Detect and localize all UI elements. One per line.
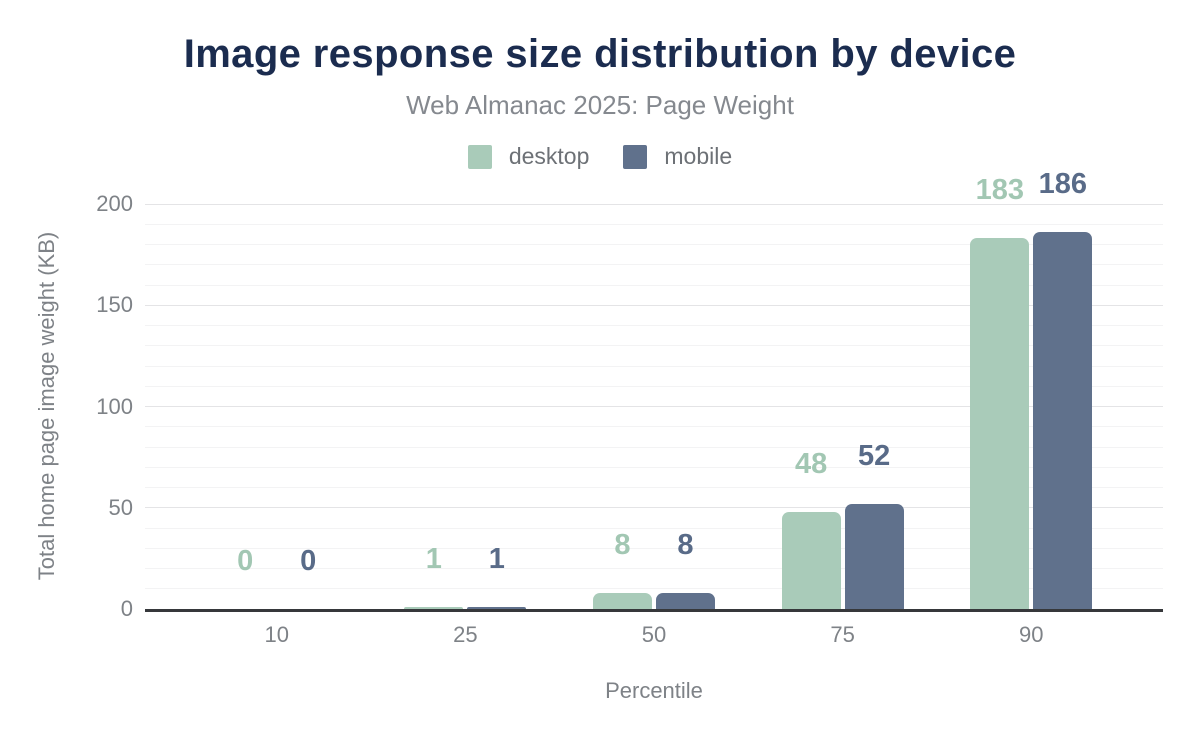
legend-label-desktop: desktop xyxy=(508,143,590,169)
legend-label-mobile: mobile xyxy=(664,143,733,169)
y-tick-label: 50 xyxy=(108,494,133,520)
legend: desktop mobile xyxy=(0,143,1200,170)
x-tick-label: 25 xyxy=(453,622,478,647)
gridline-minor xyxy=(145,547,1163,549)
gridline-minor xyxy=(145,466,1163,468)
legend-item-mobile: mobile xyxy=(623,143,732,170)
bar-desktop-p25 xyxy=(404,607,464,609)
legend-swatch-mobile xyxy=(623,144,648,169)
gridline-minor xyxy=(145,244,1163,245)
gridline-minor xyxy=(145,588,1163,590)
y-tick-label: 0 xyxy=(120,596,133,621)
gridline-minor xyxy=(145,527,1163,529)
bar-mobile-p75 xyxy=(844,504,904,609)
gridline-minor xyxy=(145,345,1163,347)
bar-desktop-p50 xyxy=(593,593,652,609)
bar-value-label-desktop-p75: 48 xyxy=(794,448,828,480)
gridline-minor xyxy=(145,264,1163,266)
bar-value-label-mobile-p90: 186 xyxy=(1038,168,1087,200)
bar-value-label-mobile-p10: 0 xyxy=(300,545,317,577)
gridline-minor xyxy=(145,223,1163,225)
bar-value-label-desktop-p50: 8 xyxy=(614,529,631,561)
gridline-minor xyxy=(145,284,1163,286)
x-tick-label: 75 xyxy=(830,622,855,647)
gridline-major xyxy=(145,507,1163,509)
bar-desktop-p90 xyxy=(970,238,1030,609)
bar-mobile-p50 xyxy=(656,593,715,609)
gridline-major xyxy=(145,406,1163,407)
bar-mobile-p90 xyxy=(1033,232,1093,609)
x-tick-label: 90 xyxy=(1019,622,1044,647)
x-axis-title: Percentile xyxy=(605,678,703,703)
bar-value-label-desktop-p90: 183 xyxy=(975,174,1024,206)
gridline-minor xyxy=(145,487,1163,488)
bar-value-label-desktop-p25: 1 xyxy=(425,543,442,575)
legend-swatch-desktop xyxy=(467,144,492,169)
bar-value-label-desktop-p10: 0 xyxy=(237,545,254,577)
gridline-minor xyxy=(145,365,1163,367)
bar-value-label-mobile-p50: 8 xyxy=(677,529,694,561)
y-axis-title: Total home page image weight (KB) xyxy=(34,231,59,581)
gridline-minor xyxy=(145,568,1163,569)
gridline-minor xyxy=(145,446,1163,448)
plot-area: 0 50 100 150 200 10 0 0 25 1 1 50 8 8 75 48 52 90 183 186 xyxy=(96,169,1163,647)
bar-mobile-p25 xyxy=(467,607,527,609)
gridline-minor xyxy=(145,426,1163,428)
bar-desktop-p75 xyxy=(781,512,841,609)
gridline-major xyxy=(145,304,1163,306)
y-tick-label: 200 xyxy=(96,191,133,216)
gridline-minor xyxy=(145,385,1163,387)
x-tick-label: 50 xyxy=(641,622,667,647)
gridline-minor xyxy=(145,325,1163,326)
bar-value-label-mobile-p75: 52 xyxy=(857,440,891,472)
y-tick-label: 150 xyxy=(96,292,133,318)
chart-subtitle: Web Almanac 2025: Page Weight xyxy=(406,90,794,120)
chart-title: Image response size distribution by devi… xyxy=(183,32,1017,76)
gridline-major xyxy=(145,203,1163,205)
y-tick-label: 100 xyxy=(96,393,133,419)
legend-item-desktop: desktop xyxy=(467,143,590,170)
x-tick-label: 10 xyxy=(264,622,289,647)
bar-value-label-mobile-p25: 1 xyxy=(488,543,505,575)
